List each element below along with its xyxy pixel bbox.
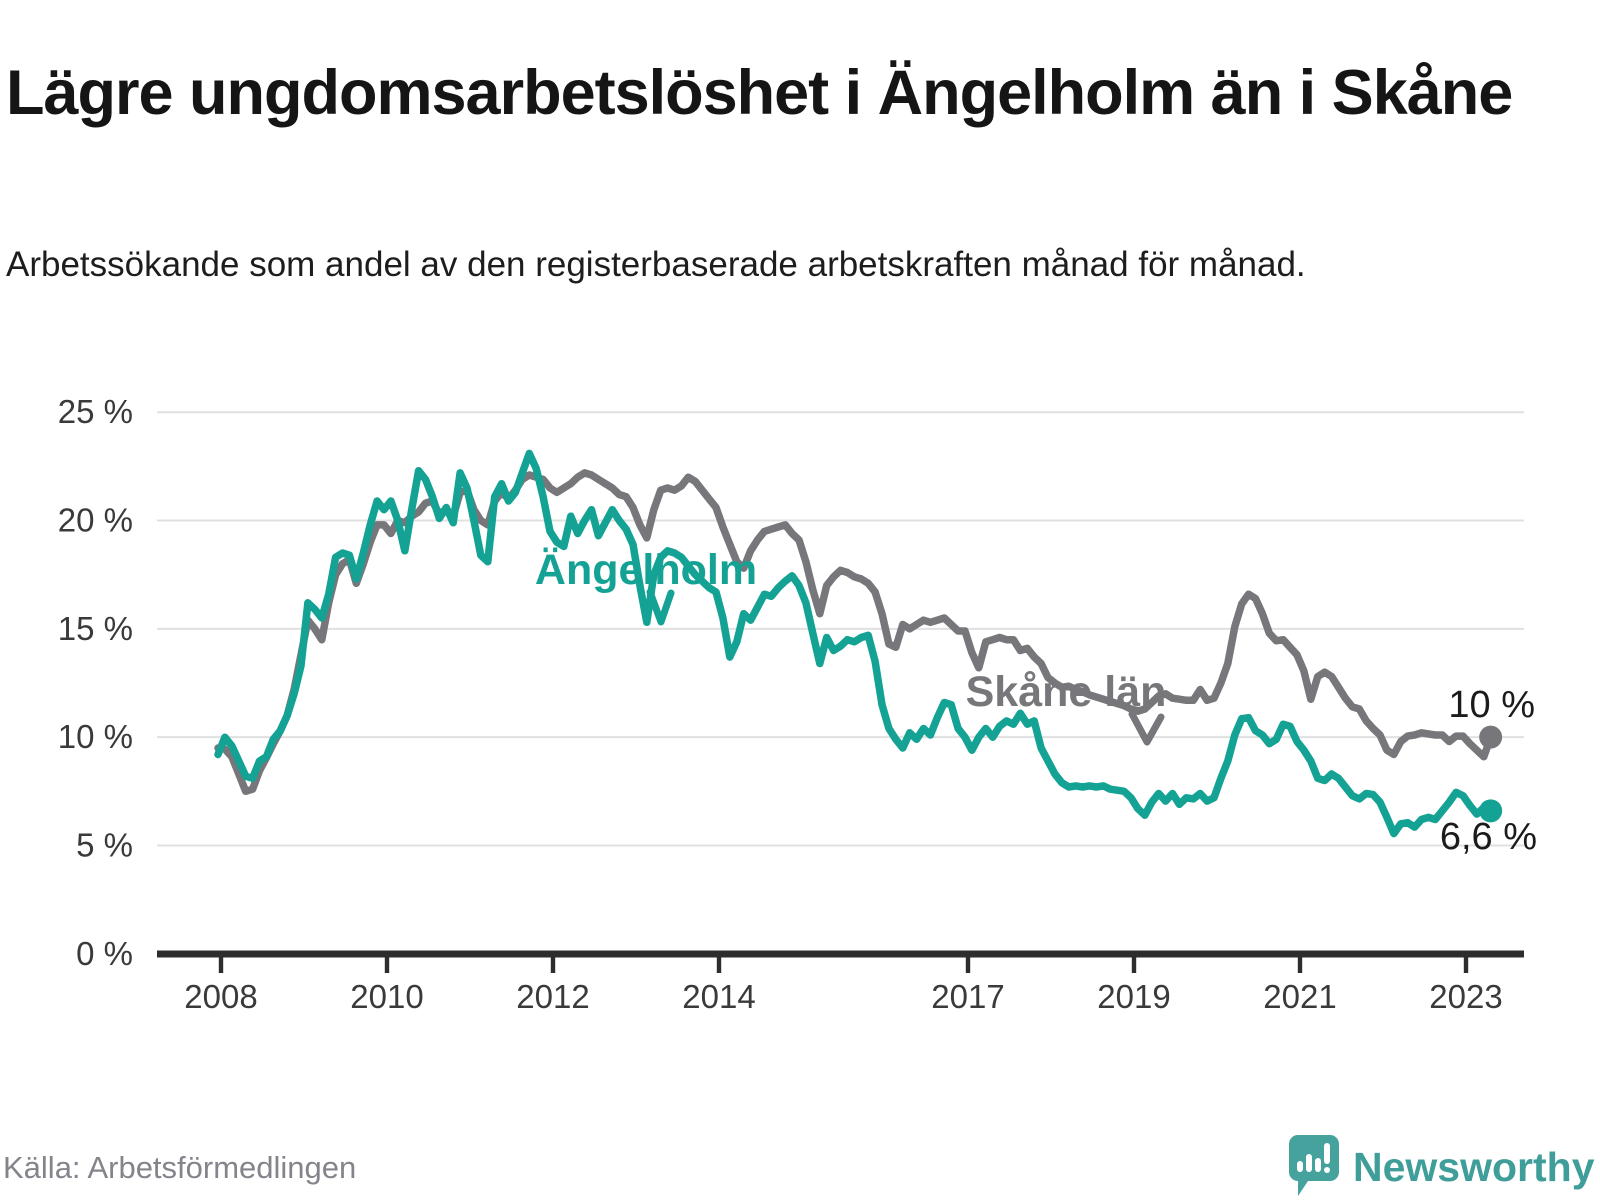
x-axis-tick: [384, 956, 390, 973]
chart-subtitle: Arbetssökande som andel av den registerb…: [6, 245, 1306, 284]
x-axis-tick: [965, 956, 971, 973]
y-axis-label: 10 %: [58, 718, 133, 755]
newsworthy-logo-icon: [1289, 1135, 1339, 1196]
x-axis-tick: [1297, 956, 1303, 973]
x-axis-label: 2012: [516, 978, 589, 1015]
newsworthy-logo: Newsworthy: [1288, 1134, 1595, 1200]
x-axis-tick: [1463, 956, 1469, 973]
x-axis-tick: [550, 956, 556, 973]
series-line-angelholm: [214, 449, 1495, 838]
x-axis-label: 2014: [682, 978, 755, 1015]
x-axis-label: 2010: [350, 978, 423, 1015]
series-label: Skåne län: [966, 668, 1167, 716]
x-axis-label: 2023: [1429, 978, 1502, 1015]
source-note: Källa: Arbetsförmedlingen: [3, 1150, 357, 1185]
y-axis-label: 25 %: [58, 393, 133, 430]
series-end-dot-angelholm: [1479, 799, 1503, 823]
chart-title: Lägre ungdomsarbetslöshet i Ängelholm än…: [6, 58, 1513, 129]
y-axis-label: 0 %: [76, 935, 133, 972]
y-axis-label: 20 %: [58, 502, 133, 539]
x-axis-label: 2019: [1097, 978, 1170, 1015]
series-label: Ängelholm: [535, 546, 757, 594]
x-axis-line: [157, 950, 1524, 958]
y-axis-label: 5 %: [76, 826, 133, 863]
x-axis-tick: [1131, 956, 1137, 973]
annotation-arrow-down-icon: [646, 588, 675, 626]
x-axis-label: 2008: [184, 978, 257, 1015]
annotation-arrow-down-icon: [1128, 710, 1165, 746]
x-axis-label: 2021: [1263, 978, 1336, 1015]
x-axis-label: 2017: [931, 978, 1004, 1015]
end-value-label: 6,6 %: [1440, 816, 1537, 858]
newsworthy-wordmark: Newsworthy: [1353, 1144, 1595, 1190]
end-value-label: 10 %: [1448, 684, 1535, 726]
y-axis-label: 15 %: [58, 610, 133, 647]
x-axis-tick: [716, 956, 722, 973]
x-axis-tick: [218, 956, 224, 973]
series-end-dot-skane-lan: [1479, 725, 1503, 749]
